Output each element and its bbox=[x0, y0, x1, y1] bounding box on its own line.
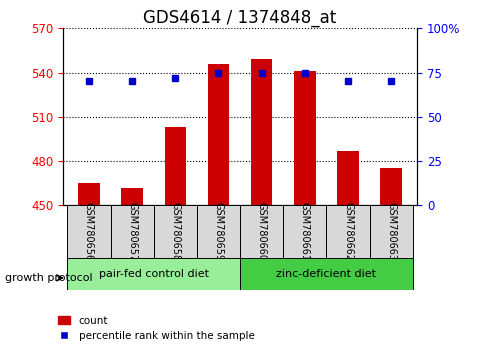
FancyBboxPatch shape bbox=[197, 205, 240, 258]
Text: GSM780656: GSM780656 bbox=[84, 202, 94, 262]
FancyBboxPatch shape bbox=[110, 205, 153, 258]
Bar bbox=[78, 183, 100, 205]
Bar bbox=[207, 64, 229, 205]
FancyBboxPatch shape bbox=[326, 205, 369, 258]
Text: zinc-deficient diet: zinc-deficient diet bbox=[276, 269, 376, 279]
Legend: count, percentile rank within the sample: count, percentile rank within the sample bbox=[54, 312, 258, 345]
Text: growth protocol: growth protocol bbox=[5, 273, 92, 283]
Bar bbox=[121, 188, 143, 205]
Text: GSM780657: GSM780657 bbox=[127, 202, 137, 262]
Text: GSM780661: GSM780661 bbox=[299, 202, 309, 261]
Bar bbox=[250, 59, 272, 205]
Bar bbox=[293, 71, 315, 205]
FancyBboxPatch shape bbox=[67, 205, 110, 258]
FancyBboxPatch shape bbox=[240, 205, 283, 258]
Bar bbox=[336, 151, 358, 205]
FancyBboxPatch shape bbox=[283, 205, 326, 258]
Text: pair-fed control diet: pair-fed control diet bbox=[99, 269, 208, 279]
FancyBboxPatch shape bbox=[240, 258, 412, 290]
Bar bbox=[379, 169, 401, 205]
FancyBboxPatch shape bbox=[369, 205, 412, 258]
Title: GDS4614 / 1374848_at: GDS4614 / 1374848_at bbox=[143, 9, 336, 27]
Text: GSM780662: GSM780662 bbox=[342, 202, 352, 262]
Text: GSM780663: GSM780663 bbox=[385, 202, 395, 261]
Text: GSM780659: GSM780659 bbox=[213, 202, 223, 262]
FancyBboxPatch shape bbox=[153, 205, 197, 258]
Text: GSM780660: GSM780660 bbox=[256, 202, 266, 261]
Text: GSM780658: GSM780658 bbox=[170, 202, 180, 262]
Bar bbox=[164, 127, 186, 205]
FancyBboxPatch shape bbox=[67, 258, 240, 290]
